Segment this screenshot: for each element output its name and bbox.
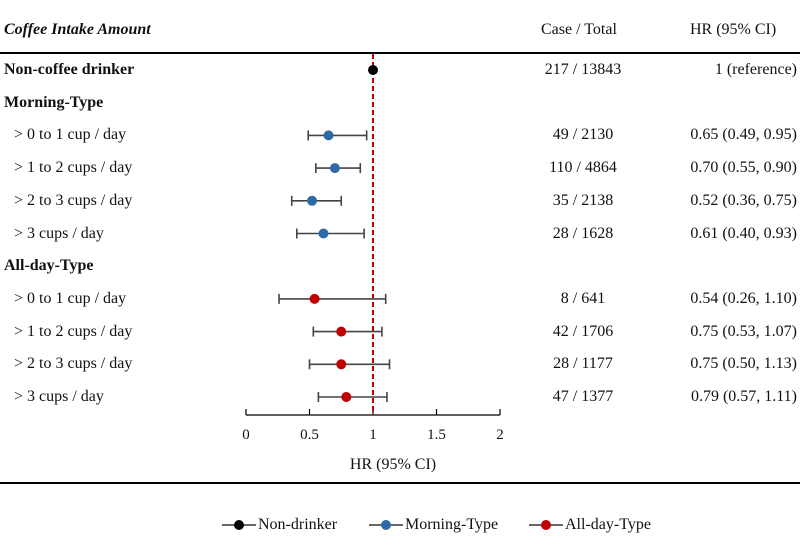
hr-point <box>309 293 320 304</box>
x-tick-label: 1 <box>369 427 377 443</box>
case-total-cell: 28 / 1628 <box>552 224 614 242</box>
x-tick-label: 1.5 <box>427 427 446 443</box>
row-label: > 2 to 3 cups / day <box>14 191 133 209</box>
hr-ci-cell: 1 (reference) <box>714 61 797 78</box>
hr-ci-cell: 0.75 (0.50, 1.13) <box>690 355 797 373</box>
x-tick-label: 0 <box>242 427 250 443</box>
hr-point <box>336 359 347 370</box>
hr-point <box>323 130 334 141</box>
hr-point <box>329 163 340 174</box>
legend-item: Morning-Type <box>369 515 498 535</box>
group-label: Morning-Type <box>4 93 104 111</box>
legend-item: All-day-Type <box>529 515 651 535</box>
header-rule <box>0 52 800 54</box>
column-header-hr: HR (95% CI) <box>690 21 777 38</box>
hr-point <box>341 392 352 402</box>
hr-point <box>368 65 378 75</box>
hr-point <box>336 326 347 337</box>
row-label: > 3 cups / day <box>14 224 104 242</box>
hr-point <box>307 195 318 206</box>
row-label: > 0 to 1 cup / day <box>14 289 127 307</box>
case-total-cell: 28 / 1177 <box>553 355 613 373</box>
legend-label: Morning-Type <box>405 516 499 533</box>
legend-marker-icon <box>222 520 256 530</box>
footer-rule <box>0 482 800 484</box>
x-tick-label: 0.5 <box>300 427 319 443</box>
case-total-cell: 42 / 1706 <box>552 322 614 340</box>
column-header-coffee-intake: Coffee Intake Amount <box>4 21 151 38</box>
hr-ci-cell: 0.61 (0.40, 0.93) <box>690 224 797 242</box>
group-label: All-day-Type <box>4 257 94 275</box>
legend-marker-icon <box>529 520 563 530</box>
case-total-cell: 110 / 4864 <box>549 159 617 177</box>
column-header-case-total: Case / Total <box>541 21 617 38</box>
x-axis-label: HR (95% CI) <box>350 456 436 473</box>
hr-point <box>318 228 329 239</box>
row-label: > 0 to 1 cup / day <box>14 126 127 144</box>
hr-ci-cell: 0.54 (0.26, 1.10) <box>690 289 797 307</box>
row-label: > 1 to 2 cups / day <box>14 159 133 177</box>
case-total-cell: 49 / 2130 <box>552 126 614 144</box>
group-label: Non-coffee drinker <box>4 61 135 78</box>
hr-ci-cell: 0.79 (0.57, 1.11) <box>690 388 797 405</box>
case-total-cell: 8 / 641 <box>560 289 606 307</box>
hr-ci-cell: 0.75 (0.53, 1.07) <box>690 322 797 340</box>
legend-marker-icon <box>369 520 403 530</box>
legend-label: All-day-Type <box>565 516 651 533</box>
hr-ci-cell: 0.65 (0.49, 0.95) <box>690 126 797 144</box>
case-total-cell: 217 / 13843 <box>544 61 622 78</box>
row-label: > 1 to 2 cups / day <box>14 322 133 340</box>
hr-ci-cell: 0.52 (0.36, 0.75) <box>690 191 797 209</box>
row-label: > 2 to 3 cups / day <box>14 355 133 373</box>
x-tick-label: 2 <box>496 427 504 443</box>
legend-item: Non-drinker <box>222 515 337 535</box>
row-label: > 3 cups / day <box>14 388 104 405</box>
hr-ci-cell: 0.70 (0.55, 0.90) <box>690 159 797 177</box>
legend-label: Non-drinker <box>258 516 338 533</box>
case-total-cell: 35 / 2138 <box>552 191 614 209</box>
case-total-cell: 47 / 1377 <box>552 388 614 405</box>
